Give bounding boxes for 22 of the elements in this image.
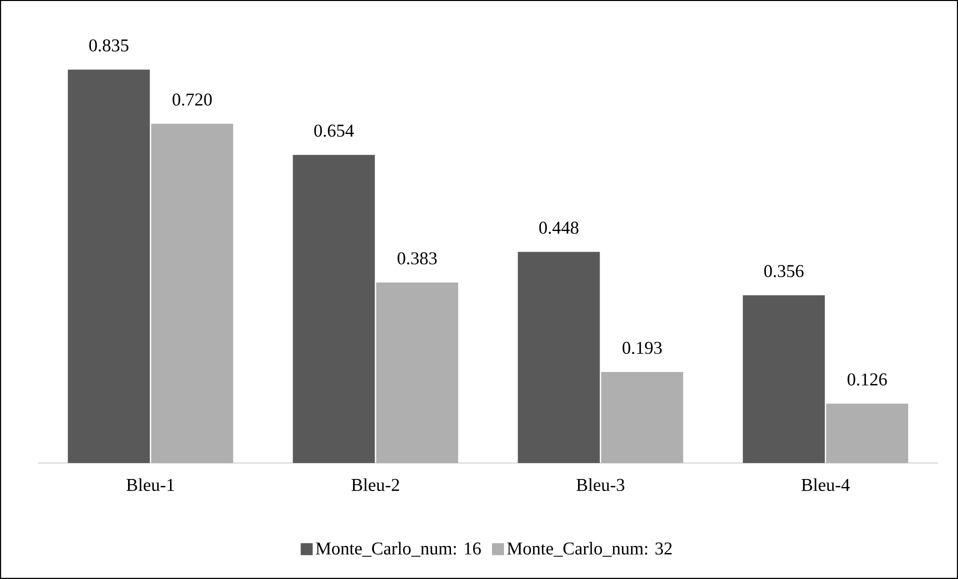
data-label: 0.193 bbox=[622, 342, 662, 354]
data-label: 0.126 bbox=[848, 373, 887, 386]
bar bbox=[826, 404, 908, 463]
legend-label: Monte_Carlo_num: 16 bbox=[316, 542, 481, 557]
data-label: 0.448 bbox=[539, 222, 578, 234]
bar bbox=[151, 124, 234, 463]
x-tick-label: Bleu-3 bbox=[576, 478, 624, 492]
legend-label: Monte_Carlo_num: 32 bbox=[507, 542, 672, 557]
x-tick-label: Bleu-1 bbox=[126, 478, 174, 492]
bar bbox=[518, 252, 600, 463]
data-label: 0.654 bbox=[314, 124, 354, 137]
x-tick-label: Bleu-2 bbox=[352, 478, 400, 492]
bar bbox=[601, 372, 684, 463]
bar bbox=[742, 295, 825, 463]
data-label: 0.835 bbox=[89, 39, 128, 52]
data-label: 0.356 bbox=[764, 264, 804, 278]
data-label: 0.720 bbox=[172, 94, 212, 106]
bar bbox=[68, 70, 150, 463]
bar bbox=[376, 282, 458, 463]
data-label: 0.383 bbox=[398, 252, 437, 264]
x-tick-label: Bleu-4 bbox=[802, 478, 850, 492]
bar bbox=[292, 154, 375, 463]
